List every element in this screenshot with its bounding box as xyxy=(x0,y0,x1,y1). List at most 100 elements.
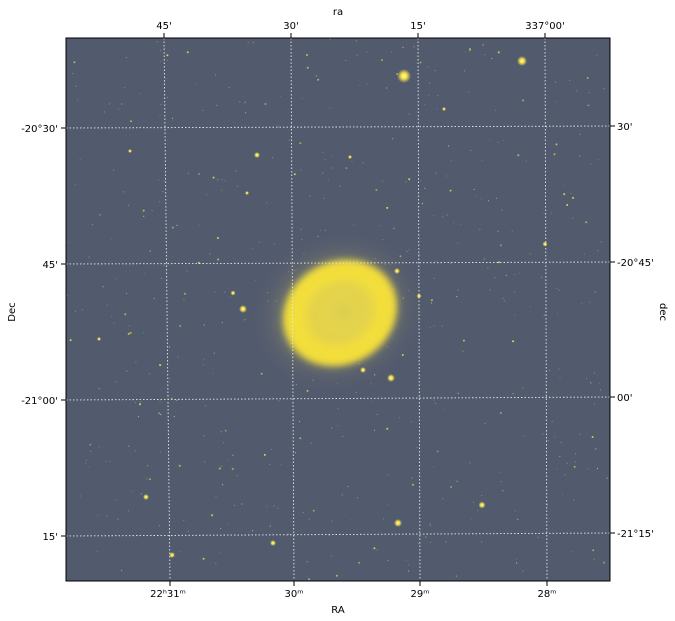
star xyxy=(513,291,516,293)
star xyxy=(448,145,450,147)
star xyxy=(308,578,310,581)
star xyxy=(294,452,296,454)
star xyxy=(387,504,389,506)
star xyxy=(127,204,130,206)
star xyxy=(202,364,204,366)
star xyxy=(111,239,113,241)
star xyxy=(351,519,353,521)
star xyxy=(487,267,489,269)
star xyxy=(273,505,275,507)
star xyxy=(269,525,271,527)
star xyxy=(310,442,312,444)
star xyxy=(600,241,603,243)
star xyxy=(596,54,598,57)
star xyxy=(500,481,502,483)
star xyxy=(213,352,215,354)
star xyxy=(74,183,76,185)
star xyxy=(553,153,556,156)
bright-star xyxy=(397,69,411,83)
star xyxy=(525,160,527,162)
star xyxy=(277,507,279,509)
star xyxy=(570,192,572,194)
star xyxy=(115,499,117,501)
star xyxy=(105,460,107,462)
star xyxy=(88,466,90,468)
star xyxy=(162,191,164,193)
star xyxy=(499,412,502,414)
star xyxy=(555,143,558,146)
star xyxy=(134,450,136,452)
star xyxy=(244,101,246,103)
star xyxy=(293,173,296,176)
star xyxy=(125,57,127,59)
star xyxy=(579,155,581,157)
star xyxy=(410,421,412,423)
star xyxy=(487,200,490,202)
star xyxy=(589,301,591,303)
star xyxy=(436,108,438,110)
star xyxy=(456,296,458,298)
star xyxy=(144,273,146,275)
star xyxy=(405,181,407,183)
star xyxy=(295,384,297,386)
star xyxy=(106,515,108,517)
star xyxy=(232,454,234,456)
star xyxy=(86,459,88,461)
star xyxy=(546,127,548,129)
star xyxy=(362,162,364,164)
star xyxy=(579,133,581,135)
star xyxy=(159,400,161,402)
star xyxy=(482,44,484,46)
top-axis-title: ra xyxy=(333,7,343,18)
star xyxy=(331,520,333,522)
star xyxy=(159,364,162,367)
star xyxy=(198,173,200,175)
star xyxy=(356,103,358,105)
star xyxy=(501,209,503,211)
star xyxy=(408,249,410,251)
star xyxy=(85,462,87,464)
star xyxy=(551,212,553,214)
star xyxy=(202,109,204,111)
star xyxy=(469,462,471,464)
nebula xyxy=(257,238,419,386)
star xyxy=(160,413,162,416)
star xyxy=(342,435,344,437)
star xyxy=(579,433,581,435)
star xyxy=(221,189,223,191)
star xyxy=(581,302,583,305)
star xyxy=(597,159,599,161)
star xyxy=(222,483,224,486)
star xyxy=(464,70,466,72)
star xyxy=(241,503,243,505)
star xyxy=(148,373,150,375)
star xyxy=(317,78,320,81)
star xyxy=(109,461,111,463)
star xyxy=(386,87,388,89)
star xyxy=(329,107,331,109)
star xyxy=(594,291,596,293)
star xyxy=(566,462,568,464)
star xyxy=(220,527,222,529)
star xyxy=(245,112,247,114)
star xyxy=(102,286,104,288)
star xyxy=(569,79,571,81)
star xyxy=(158,412,161,415)
star xyxy=(430,299,433,302)
star xyxy=(419,180,422,182)
star xyxy=(216,237,219,239)
star xyxy=(522,387,524,389)
star xyxy=(216,104,218,107)
star xyxy=(331,427,333,429)
star xyxy=(576,90,578,92)
star xyxy=(73,61,76,64)
star xyxy=(219,551,222,553)
star xyxy=(494,277,496,279)
star xyxy=(446,214,448,216)
star xyxy=(317,235,319,237)
star xyxy=(160,60,162,62)
star xyxy=(117,518,119,520)
star xyxy=(212,372,214,374)
star xyxy=(383,518,385,520)
star xyxy=(302,511,304,513)
